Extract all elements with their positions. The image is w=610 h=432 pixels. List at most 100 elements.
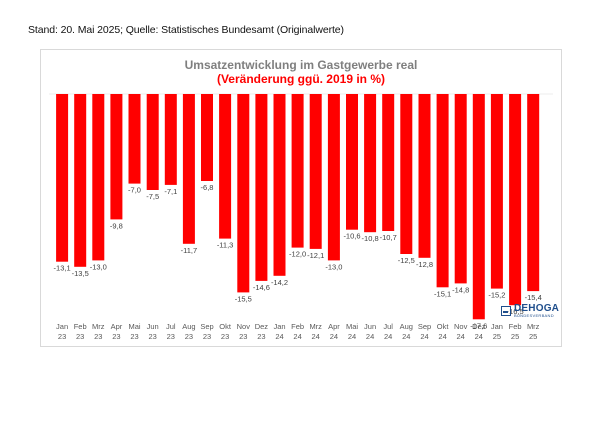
data-label: -12,5 bbox=[398, 256, 415, 265]
x-tick-month: Okt bbox=[437, 322, 450, 331]
x-tick-month: Mrz bbox=[309, 322, 322, 331]
x-tick-month: Aug bbox=[400, 322, 413, 331]
logo-tagline: BUNDESVERBAND bbox=[514, 313, 554, 318]
x-tick-month: Jun bbox=[364, 322, 376, 331]
x-tick-year: 24 bbox=[312, 332, 320, 341]
source-note: Stand: 20. Mai 2025; Quelle: Statistisch… bbox=[28, 24, 344, 36]
bar-mrz-23 bbox=[92, 94, 105, 261]
x-tick-month: Feb bbox=[74, 322, 87, 331]
x-tick-month: Aug bbox=[182, 322, 195, 331]
x-tick-year: 23 bbox=[185, 332, 193, 341]
bar-mai-24 bbox=[346, 94, 358, 230]
x-tick-month: Feb bbox=[291, 322, 304, 331]
bar-sep-23 bbox=[201, 94, 213, 181]
dehoga-logo: DEHOGA BUNDESVERBAND bbox=[501, 304, 559, 318]
bar-jul-23 bbox=[164, 94, 177, 185]
dehoga-logo-icon bbox=[501, 306, 511, 316]
data-label: -15,4 bbox=[525, 293, 542, 302]
x-tick-year: 23 bbox=[167, 332, 175, 341]
bar-jan-25 bbox=[490, 94, 503, 289]
x-tick-year: 24 bbox=[475, 332, 483, 341]
data-label: -7,0 bbox=[128, 186, 141, 195]
x-tick-month: Nov bbox=[237, 322, 251, 331]
bar-mrz-25 bbox=[527, 94, 540, 292]
bar-feb-23 bbox=[74, 94, 87, 267]
logo-name: DEHOGA bbox=[514, 303, 560, 314]
x-tick-year: 24 bbox=[384, 332, 392, 341]
x-tick-year: 24 bbox=[275, 332, 283, 341]
x-tick-year: 24 bbox=[330, 332, 338, 341]
data-label: -12,8 bbox=[416, 260, 433, 269]
data-label: -14,8 bbox=[452, 285, 469, 294]
x-tick-year: 24 bbox=[293, 332, 301, 341]
x-tick-month: Feb bbox=[509, 322, 522, 331]
x-tick-year: 24 bbox=[420, 332, 428, 341]
x-tick-month: Jun bbox=[147, 322, 159, 331]
bar-aug-24 bbox=[400, 94, 413, 254]
bar-dez-23 bbox=[255, 94, 268, 281]
bar-jan-24 bbox=[273, 94, 286, 276]
x-tick-month: Mrz bbox=[92, 322, 105, 331]
x-tick-year: 23 bbox=[239, 332, 247, 341]
data-label: -13,0 bbox=[325, 262, 342, 271]
data-label: -14,6 bbox=[253, 283, 270, 292]
x-tick-year: 23 bbox=[221, 332, 229, 341]
x-tick-year: 25 bbox=[493, 332, 501, 341]
data-label: -15,1 bbox=[434, 289, 451, 298]
x-tick-year: 24 bbox=[438, 332, 446, 341]
x-tick-month: Nov bbox=[454, 322, 468, 331]
bar-nov-24 bbox=[454, 94, 467, 284]
data-label: -13,5 bbox=[72, 269, 89, 278]
x-tick-month: Apr bbox=[111, 322, 123, 331]
bar-feb-24 bbox=[291, 94, 304, 248]
bar-feb-25 bbox=[509, 94, 522, 306]
x-tick-year: 23 bbox=[94, 332, 102, 341]
bar-jun-23 bbox=[146, 94, 159, 190]
data-label: -14,2 bbox=[271, 278, 288, 287]
data-label: -6,8 bbox=[201, 183, 214, 192]
x-tick-year: 25 bbox=[511, 332, 519, 341]
bar-mai-23 bbox=[128, 94, 141, 184]
x-tick-month: Jul bbox=[383, 322, 393, 331]
x-tick-year: 24 bbox=[457, 332, 465, 341]
data-label: -12,0 bbox=[289, 250, 306, 259]
bar-aug-23 bbox=[182, 94, 195, 244]
x-tick-month: Dez bbox=[472, 322, 486, 331]
x-tick-year: 23 bbox=[257, 332, 265, 341]
data-label: -11,3 bbox=[217, 241, 234, 250]
x-tick-year: 23 bbox=[76, 332, 84, 341]
x-tick-month: Sep bbox=[418, 322, 431, 331]
data-label: -10,8 bbox=[362, 234, 379, 243]
x-tick-year: 25 bbox=[529, 332, 537, 341]
bar-jun-24 bbox=[364, 94, 377, 233]
x-tick-month: Jan bbox=[56, 322, 68, 331]
x-tick-month: Apr bbox=[328, 322, 340, 331]
data-label: -16,5 bbox=[507, 307, 524, 316]
data-label: -7,1 bbox=[164, 187, 177, 196]
x-tick-month: Dez bbox=[255, 322, 269, 331]
data-label: -13,1 bbox=[54, 264, 71, 273]
x-tick-year: 23 bbox=[149, 332, 157, 341]
x-tick-year: 24 bbox=[366, 332, 374, 341]
x-tick-month: Mai bbox=[128, 322, 140, 331]
data-label: -10,7 bbox=[380, 233, 397, 242]
bar-chart: -13,1Jan23-13,5Feb23-13,0Mrz23-9,8Apr23-… bbox=[49, 93, 553, 341]
data-label: -15,5 bbox=[235, 294, 252, 303]
x-tick-month: Mrz bbox=[527, 322, 540, 331]
x-tick-year: 23 bbox=[203, 332, 211, 341]
data-label: -9,8 bbox=[110, 221, 123, 230]
bar-jul-24 bbox=[382, 94, 395, 231]
x-tick-year: 24 bbox=[348, 332, 356, 341]
data-label: -17,6 bbox=[470, 321, 487, 330]
bar-jan-23 bbox=[56, 94, 69, 262]
bar-nov-23 bbox=[237, 94, 250, 293]
chart-subtitle: (Veränderung ggü. 2019 in %) bbox=[216, 72, 386, 86]
x-tick-month: Sep bbox=[200, 322, 213, 331]
x-tick-month: Jan bbox=[491, 322, 503, 331]
data-label: -7,5 bbox=[146, 192, 159, 201]
bar-dez-24 bbox=[472, 94, 485, 320]
bar-sep-24 bbox=[418, 94, 431, 258]
x-tick-year: 23 bbox=[130, 332, 138, 341]
chart-frame: Umsatzentwicklung im Gastgewerbe real (V… bbox=[40, 49, 562, 347]
data-label: -10,6 bbox=[343, 232, 360, 241]
